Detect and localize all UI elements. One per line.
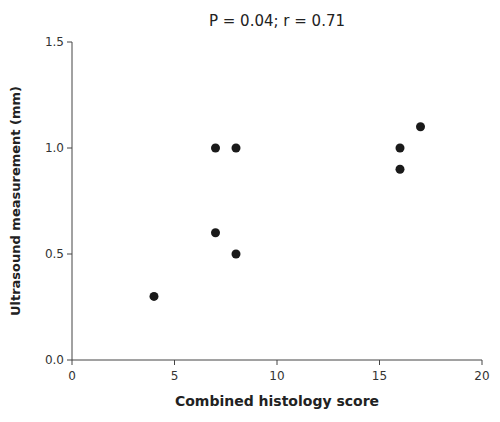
- chart-svg: 0 5 10 15 20 0.0 0.5 1.0 1.5 P = 0.04; r = 0.71 Co…: [0, 0, 500, 422]
- y-tick: [67, 254, 72, 255]
- x-axis-label: Combined histology score: [175, 393, 379, 409]
- point: [211, 228, 220, 237]
- title: P = 0.04; r = 0.71: [209, 12, 345, 30]
- x-tick-label: 10: [269, 369, 284, 383]
- background: [0, 0, 500, 422]
- y-tick-label: 0.0: [45, 353, 64, 367]
- x-tick-label: 5: [171, 369, 179, 383]
- x-tick-label: 0: [68, 369, 76, 383]
- point: [232, 250, 241, 259]
- point: [150, 292, 159, 301]
- point: [232, 144, 241, 153]
- chart-container: 0 5 10 15 20 0.0 0.5 1.0 1.5 P = 0.04; r = 0.71 Co…: [0, 0, 500, 422]
- point: [416, 122, 425, 131]
- x-tick-label: 20: [474, 369, 489, 383]
- x-tick: [174, 360, 175, 365]
- y-tick-label: 0.5: [45, 247, 64, 261]
- y-axis-line: [72, 42, 73, 360]
- y-tick-label: 1.0: [45, 141, 64, 155]
- points: [150, 122, 426, 301]
- y-tick-label: 1.5: [45, 35, 64, 49]
- point: [211, 144, 220, 153]
- x-tick: [379, 360, 380, 365]
- x-tick: [277, 360, 278, 365]
- y-tick: [67, 360, 72, 361]
- x-tick-label: 15: [372, 369, 387, 383]
- point: [396, 165, 405, 174]
- y-tick: [67, 42, 72, 43]
- point: [396, 144, 405, 153]
- x-tick: [72, 360, 73, 365]
- y-axis-label: Ultrasound measurement (mm): [8, 86, 23, 316]
- x-tick: [482, 360, 483, 365]
- y-tick: [67, 148, 72, 149]
